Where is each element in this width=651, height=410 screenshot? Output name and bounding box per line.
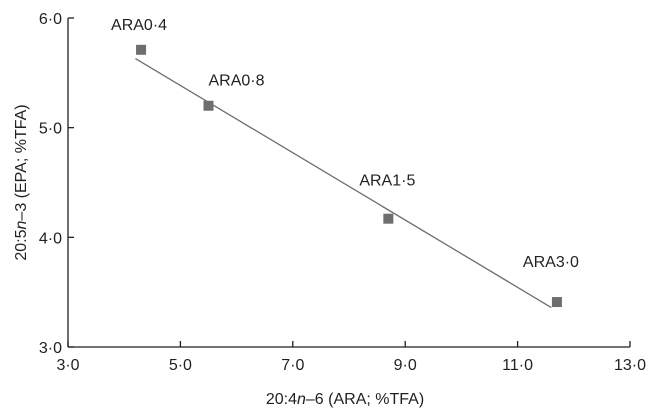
data-point-marker	[383, 213, 394, 224]
point-label: ARA3·0	[523, 254, 579, 271]
x-tick-label: 9·0	[394, 357, 417, 374]
x-axis-ticks: 3·0 5·0 7·0 9·0 11·0 13·0	[56, 341, 646, 374]
y-tick-label: 3·0	[39, 340, 62, 357]
trend-line	[135, 58, 552, 309]
y-tick-label: 5·0	[39, 121, 62, 138]
x-tick-label: 11·0	[502, 357, 533, 374]
axes	[67, 18, 630, 348]
x-axis-title-prefix: 20:4	[266, 391, 297, 408]
data-point-marker	[136, 44, 147, 55]
x-axis-title-suffix: –6 (ARA; %TFA)	[306, 391, 424, 408]
x-axis-title-italic: n	[297, 391, 306, 408]
data-points	[136, 44, 562, 308]
y-tick-label: 4·0	[39, 230, 62, 247]
y-axis-title-italic: n	[13, 220, 30, 229]
point-label: ARA0·8	[208, 73, 264, 90]
x-axis-title: 20:4n–6 (ARA; %TFA)	[266, 391, 424, 408]
data-point-marker	[203, 100, 214, 111]
x-tick-label: 5·0	[169, 357, 192, 374]
y-axis-title-prefix: 20:5	[13, 229, 30, 260]
point-labels: ARA0·4 ARA0·8 ARA1·5 ARA3·0	[111, 17, 579, 271]
x-tick-label: 3·0	[56, 357, 79, 374]
data-point-marker	[551, 297, 562, 308]
x-tick-label: 13·0	[614, 357, 646, 374]
y-tick-label: 6·0	[39, 11, 62, 28]
y-axis-title-suffix: –3 (EPA; %TFA)	[13, 104, 30, 220]
point-label: ARA0·4	[111, 17, 167, 34]
y-axis-title: 20:5n–3 (EPA; %TFA)	[13, 104, 30, 260]
y-axis-ticks: 3·0 4·0 5·0 6·0	[39, 11, 74, 357]
point-label: ARA1·5	[359, 173, 415, 190]
x-tick-label: 7·0	[281, 357, 304, 374]
